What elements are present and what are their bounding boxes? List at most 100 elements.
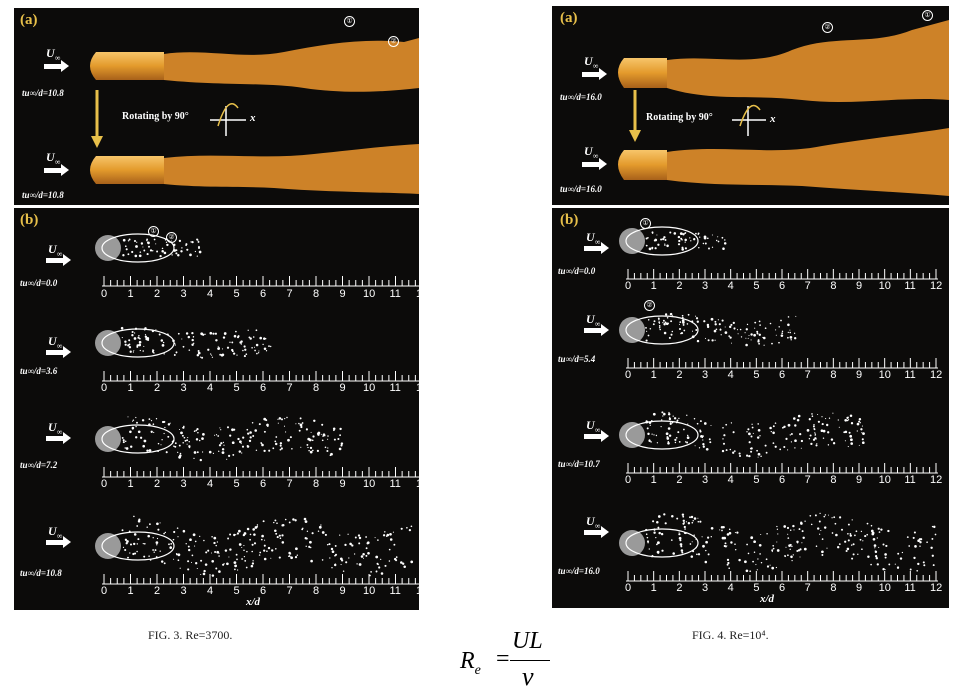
- particle: [744, 560, 747, 564]
- particle: [931, 537, 934, 540]
- particle: [288, 555, 290, 557]
- particle: [695, 538, 697, 540]
- particle: [205, 551, 208, 554]
- freestream-label: U∞: [584, 144, 599, 161]
- tick-number: 6: [260, 478, 267, 490]
- tick-number: 12: [416, 585, 419, 597]
- particle: [172, 436, 175, 438]
- particle: [132, 351, 135, 353]
- particle: [705, 447, 709, 451]
- tick-number: 0: [625, 369, 632, 381]
- particle: [787, 554, 789, 557]
- particle: [199, 458, 202, 462]
- particle: [172, 339, 175, 343]
- particle: [870, 529, 874, 533]
- equation-equals: =: [496, 646, 510, 672]
- particle: [789, 548, 791, 551]
- particle: [283, 425, 286, 427]
- x-ruler: [102, 371, 419, 382]
- particle: [135, 436, 138, 439]
- particle: [179, 452, 182, 455]
- particle: [653, 528, 656, 531]
- particle: [720, 334, 722, 336]
- particle: [823, 515, 826, 518]
- particle: [229, 533, 232, 536]
- particle: [750, 447, 753, 450]
- particle: [686, 441, 689, 444]
- particle: [780, 334, 784, 337]
- particle: [148, 423, 151, 426]
- particle: [787, 336, 789, 339]
- particle: [687, 313, 690, 316]
- particle: [808, 438, 811, 440]
- particle: [790, 555, 793, 559]
- particle: [191, 554, 194, 557]
- particle: [721, 236, 724, 239]
- particle: [934, 533, 937, 536]
- particle: [801, 542, 803, 544]
- particle: [748, 441, 751, 444]
- particle: [923, 564, 926, 567]
- tick-number: 7: [286, 585, 293, 597]
- particle: [136, 421, 138, 424]
- particle: [306, 443, 309, 446]
- particle: [769, 426, 772, 430]
- particle: [403, 565, 406, 568]
- particle: [648, 439, 651, 443]
- particle: [723, 434, 726, 437]
- tick-number: 2: [154, 382, 161, 394]
- particle: [308, 438, 312, 442]
- particle: [747, 337, 749, 339]
- particle: [781, 330, 784, 333]
- particle: [188, 441, 190, 443]
- particle: [324, 446, 327, 449]
- particle: [873, 544, 877, 547]
- particle: [704, 242, 707, 245]
- particle: [168, 543, 170, 546]
- particle: [156, 537, 159, 540]
- particle: [241, 558, 243, 560]
- particle: [775, 329, 777, 331]
- tick-number: 8: [313, 585, 320, 597]
- particle: [321, 531, 325, 534]
- tick-number: 5: [233, 288, 240, 300]
- particle: [676, 517, 679, 520]
- vortex-wake-illustration: [90, 38, 419, 194]
- particle: [813, 427, 816, 430]
- particle: [675, 436, 678, 439]
- particle: [159, 550, 161, 552]
- particle: [138, 335, 140, 337]
- particle: [153, 551, 155, 553]
- time-label: tu∞/d=10.8: [22, 190, 64, 200]
- particle: [243, 545, 245, 547]
- particle: [724, 326, 726, 328]
- particle: [686, 434, 689, 437]
- particle: [146, 337, 150, 340]
- particle: [681, 513, 685, 516]
- tick-number: 11: [389, 478, 401, 490]
- tick-number: 4: [727, 582, 734, 594]
- particle: [858, 418, 862, 421]
- particle: [179, 567, 181, 569]
- particle: [777, 533, 779, 535]
- particle: [840, 528, 844, 531]
- particle: [219, 427, 221, 429]
- particle: [740, 336, 743, 338]
- time-label: tu∞/d=7.2: [20, 460, 58, 470]
- marker-2: ②: [388, 36, 399, 47]
- particle: [821, 554, 824, 556]
- particle: [665, 432, 669, 436]
- flow-arrow: [44, 60, 69, 72]
- particle: [914, 545, 917, 548]
- particle: [178, 428, 181, 431]
- particle: [143, 249, 146, 252]
- particle: [691, 335, 695, 339]
- particle: [703, 236, 707, 240]
- particle: [309, 540, 312, 544]
- tick-number: 12: [416, 382, 419, 394]
- tick-number: 3: [180, 288, 187, 300]
- particle: [221, 451, 225, 454]
- particle: [811, 415, 814, 417]
- particle: [143, 345, 145, 347]
- particle: [668, 411, 670, 414]
